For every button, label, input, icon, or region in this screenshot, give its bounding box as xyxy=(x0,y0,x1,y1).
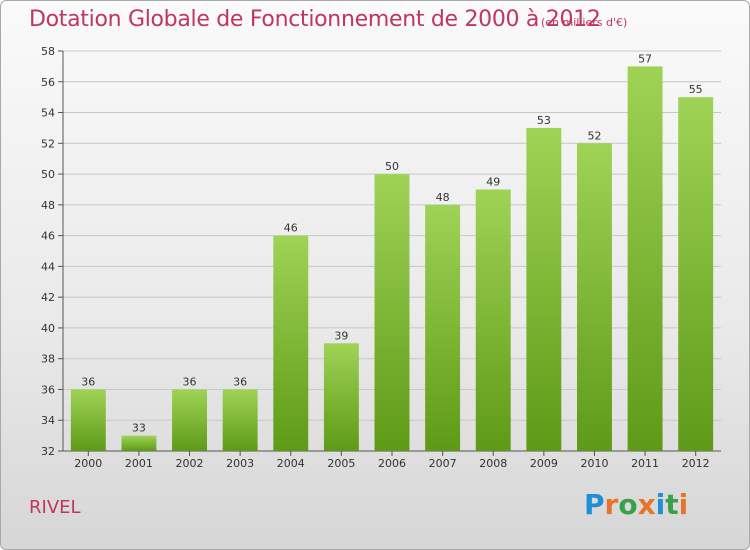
y-tick-label: 40 xyxy=(41,322,55,335)
x-tick-label: 2006 xyxy=(378,457,406,470)
bar-2009[interactable] xyxy=(526,127,562,451)
value-label: 55 xyxy=(689,83,703,96)
bar-2000[interactable] xyxy=(70,389,106,451)
y-tick-label: 58 xyxy=(41,45,55,58)
logo-letter: i xyxy=(678,488,689,521)
y-tick-label: 36 xyxy=(41,383,55,396)
chart-title: Dotation Globale de Fonctionnement de 20… xyxy=(29,7,601,32)
bar-2001[interactable] xyxy=(121,435,157,451)
x-tick-label: 2000 xyxy=(74,457,102,470)
x-tick-label: 2004 xyxy=(277,457,305,470)
value-label: 46 xyxy=(284,222,298,235)
x-tick-label: 2008 xyxy=(479,457,507,470)
bar-2008[interactable] xyxy=(475,189,511,451)
value-label: 52 xyxy=(587,129,601,142)
value-label: 36 xyxy=(233,375,247,388)
value-label: 33 xyxy=(132,422,146,435)
y-tick-label: 38 xyxy=(41,353,55,366)
y-tick-label: 56 xyxy=(41,76,55,89)
bar-2002[interactable] xyxy=(172,389,208,451)
y-tick-label: 46 xyxy=(41,230,55,243)
y-tick-label: 42 xyxy=(41,291,55,304)
y-tick-label: 54 xyxy=(41,107,55,120)
value-label: 57 xyxy=(638,52,652,65)
bar-2006[interactable] xyxy=(374,174,410,452)
x-tick-label: 2012 xyxy=(682,457,710,470)
x-tick-label: 2007 xyxy=(429,457,457,470)
y-tick-label: 48 xyxy=(41,199,55,212)
bar-2011[interactable] xyxy=(627,66,663,451)
bar-2007[interactable] xyxy=(425,204,461,451)
bar-2012[interactable] xyxy=(678,97,714,452)
proxiti-logo[interactable]: Proxiti xyxy=(584,488,688,521)
y-tick-label: 32 xyxy=(41,445,55,458)
value-label: 39 xyxy=(334,329,348,342)
x-tick-label: 2011 xyxy=(631,457,659,470)
y-tick-label: 34 xyxy=(41,414,55,427)
value-label: 50 xyxy=(385,160,399,173)
logo-letter: x xyxy=(637,488,656,521)
value-label: 36 xyxy=(81,375,95,388)
logo-letter: P xyxy=(584,488,605,521)
bar-2010[interactable] xyxy=(576,143,612,452)
y-tick-label: 50 xyxy=(41,168,55,181)
logo-letter: o xyxy=(618,488,638,521)
x-tick-label: 2003 xyxy=(226,457,254,470)
logo-letter: i xyxy=(655,488,666,521)
bar-2005[interactable] xyxy=(323,343,359,451)
chart-unit: (en milliers d'€) xyxy=(541,16,628,29)
logo-letter: r xyxy=(604,488,619,521)
value-label: 36 xyxy=(183,375,197,388)
x-tick-label: 2010 xyxy=(580,457,608,470)
x-tick-label: 2009 xyxy=(530,457,558,470)
value-label: 49 xyxy=(486,175,500,188)
x-tick-label: 2002 xyxy=(176,457,204,470)
logo-letter: t xyxy=(665,488,679,521)
y-tick-labels: 32 34 36 38 40 42 44 46 48 50 52 54 56 58 xyxy=(41,45,55,458)
value-label: 48 xyxy=(436,191,450,204)
commune-name: RIVEL xyxy=(29,497,81,518)
bar-2003[interactable] xyxy=(222,389,258,451)
value-labels: 36 33 36 36 46 39 50 48 49 53 52 57 55 xyxy=(81,52,702,434)
x-tick-labels: 2000 2001 2002 2003 2004 2005 2006 2007 2008 2009… xyxy=(74,457,709,470)
y-tick-label: 44 xyxy=(41,260,55,273)
bars xyxy=(70,66,714,452)
value-label: 53 xyxy=(537,114,551,127)
bar-2004[interactable] xyxy=(273,235,309,451)
x-tick-label: 2005 xyxy=(327,457,355,470)
y-tick-label: 52 xyxy=(41,137,55,150)
x-tick-label: 2001 xyxy=(125,457,153,470)
